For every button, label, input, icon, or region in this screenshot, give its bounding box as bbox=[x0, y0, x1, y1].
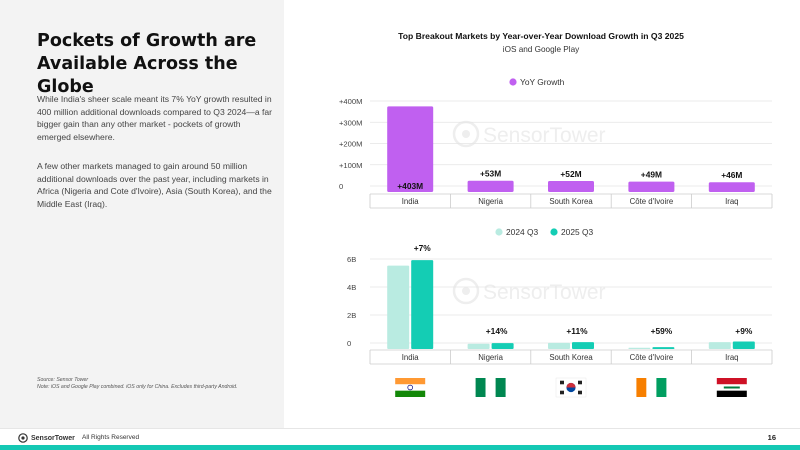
data-label: +52M bbox=[560, 169, 581, 179]
sensor-tower-logo-icon bbox=[18, 433, 28, 443]
y-tick-label: 2B bbox=[347, 311, 356, 320]
watermark-logo-dot-icon bbox=[462, 130, 470, 138]
y-tick-label: 4B bbox=[347, 283, 356, 292]
paragraph-2: A few other markets managed to gain arou… bbox=[37, 161, 272, 209]
bar-yoy-1 bbox=[467, 180, 514, 192]
legend-label-2024: 2024 Q3 bbox=[506, 227, 538, 237]
bar-yoy-2 bbox=[548, 180, 594, 192]
data-label: +49M bbox=[641, 170, 662, 180]
bar-2025-q3-3 bbox=[652, 347, 675, 349]
nigeria-flag-stripe bbox=[495, 378, 506, 397]
footer: SensorTower All Rights Reserved 16 bbox=[0, 428, 800, 445]
bar-2024-q3-0 bbox=[387, 265, 410, 349]
sensor-tower-logo: SensorTower bbox=[18, 433, 75, 443]
chart-title: Top Breakout Markets by Year-over-Year D… bbox=[398, 31, 684, 41]
nigeria-flag-stripe bbox=[485, 378, 496, 397]
category-label: India bbox=[402, 353, 420, 362]
y-tick-label: 0 bbox=[339, 182, 343, 191]
data-label: +11% bbox=[566, 326, 588, 336]
india-flag-icon bbox=[395, 378, 426, 385]
bar-2024-q3-2 bbox=[548, 342, 570, 349]
bar-2025-q3-0 bbox=[411, 260, 434, 349]
india-flag-stripe bbox=[395, 384, 426, 391]
legend-marker-2025 bbox=[550, 228, 558, 236]
data-label: +59% bbox=[651, 326, 673, 336]
y-tick-label: 0 bbox=[347, 339, 351, 348]
bar-yoy-0 bbox=[387, 106, 434, 192]
source-note: Source: Sensor Tower Note: iOS and Googl… bbox=[37, 377, 277, 391]
cote-divoire-flag-stripe bbox=[646, 378, 657, 397]
legend-label-yoy: YoY Growth bbox=[520, 77, 565, 87]
category-label: Côte d'Ivoire bbox=[630, 353, 674, 362]
cote-divoire-flag-icon bbox=[636, 378, 647, 397]
source-line: Source: Sensor Tower bbox=[37, 377, 89, 383]
y-tick-label: +100M bbox=[339, 161, 362, 170]
legend-label-2025: 2025 Q3 bbox=[561, 227, 593, 237]
watermark-logo-dot-icon bbox=[462, 287, 470, 295]
data-label: +7% bbox=[414, 243, 432, 253]
bar-2024-q3-3 bbox=[628, 347, 651, 349]
bar-2024-q3-1 bbox=[467, 343, 490, 349]
chart-subtitle: iOS and Google Play bbox=[503, 45, 580, 54]
south-korea-flag-trigram bbox=[560, 380, 564, 385]
india-flag-stripe bbox=[395, 390, 426, 397]
nigeria-flag-icon bbox=[475, 378, 486, 397]
legend-marker-yoy bbox=[509, 78, 517, 86]
category-label: Nigeria bbox=[478, 353, 503, 362]
y-tick-label: +200M bbox=[339, 140, 362, 149]
data-label: +9% bbox=[735, 326, 753, 336]
bar-2025-q3-4 bbox=[732, 341, 755, 349]
charts-area: Top Breakout Markets by Year-over-Year D… bbox=[339, 31, 773, 398]
footer-accent-bar bbox=[0, 445, 800, 450]
data-label: +46M bbox=[721, 170, 742, 180]
note-line: Note: iOS and Google Play combined. iOS … bbox=[37, 384, 238, 390]
category-label: Nigeria bbox=[478, 197, 503, 206]
slide-headline: Pockets of Growth are Available Across t… bbox=[37, 31, 257, 97]
category-label: Côte d'Ivoire bbox=[630, 197, 674, 206]
bar-yoy-4 bbox=[708, 182, 755, 192]
data-label: +14% bbox=[486, 326, 508, 336]
left-panel: Pockets of Growth are Available Across t… bbox=[0, 0, 284, 428]
data-label: +53M bbox=[480, 169, 501, 179]
cote-divoire-flag-stripe bbox=[656, 378, 667, 397]
watermark-text: SensorTower bbox=[483, 281, 606, 304]
watermark-logo-icon bbox=[452, 277, 480, 305]
south-korea-flag-trigram bbox=[578, 380, 582, 385]
page-number: 16 bbox=[767, 433, 776, 442]
india-flag-wheel bbox=[407, 384, 413, 391]
data-label: +403M bbox=[397, 181, 423, 191]
y-tick-label: +300M bbox=[339, 118, 362, 127]
y-tick-label: +400M bbox=[339, 97, 362, 106]
footer-brand: SensorTower bbox=[31, 434, 75, 442]
iraq-flag-stripe bbox=[716, 390, 747, 397]
bar-2025-q3-1 bbox=[491, 343, 514, 349]
legend-marker-2024 bbox=[495, 228, 503, 236]
y-tick-label: 6B bbox=[347, 255, 356, 264]
bar-2024-q3-4 bbox=[708, 342, 731, 349]
south-korea-flag-trigram bbox=[578, 390, 582, 395]
iraq-flag-icon bbox=[716, 378, 747, 385]
watermark-text: SensorTower bbox=[483, 124, 606, 147]
south-korea-flag-trigram bbox=[560, 390, 564, 395]
category-label: India bbox=[402, 197, 420, 206]
bar-yoy-3 bbox=[628, 181, 675, 192]
iraq-flag-script bbox=[723, 386, 740, 389]
footer-rights: All Rights Reserved bbox=[82, 434, 140, 441]
south-korea-flag-taeguk-red bbox=[566, 382, 576, 388]
category-label: South Korea bbox=[549, 353, 593, 362]
paragraph-1: While India's sheer scale meant its 7% Y… bbox=[37, 94, 273, 142]
bar-2025-q3-2 bbox=[572, 342, 594, 349]
category-label: Iraq bbox=[725, 197, 738, 206]
category-label: South Korea bbox=[549, 197, 593, 206]
category-label: Iraq bbox=[725, 353, 738, 362]
